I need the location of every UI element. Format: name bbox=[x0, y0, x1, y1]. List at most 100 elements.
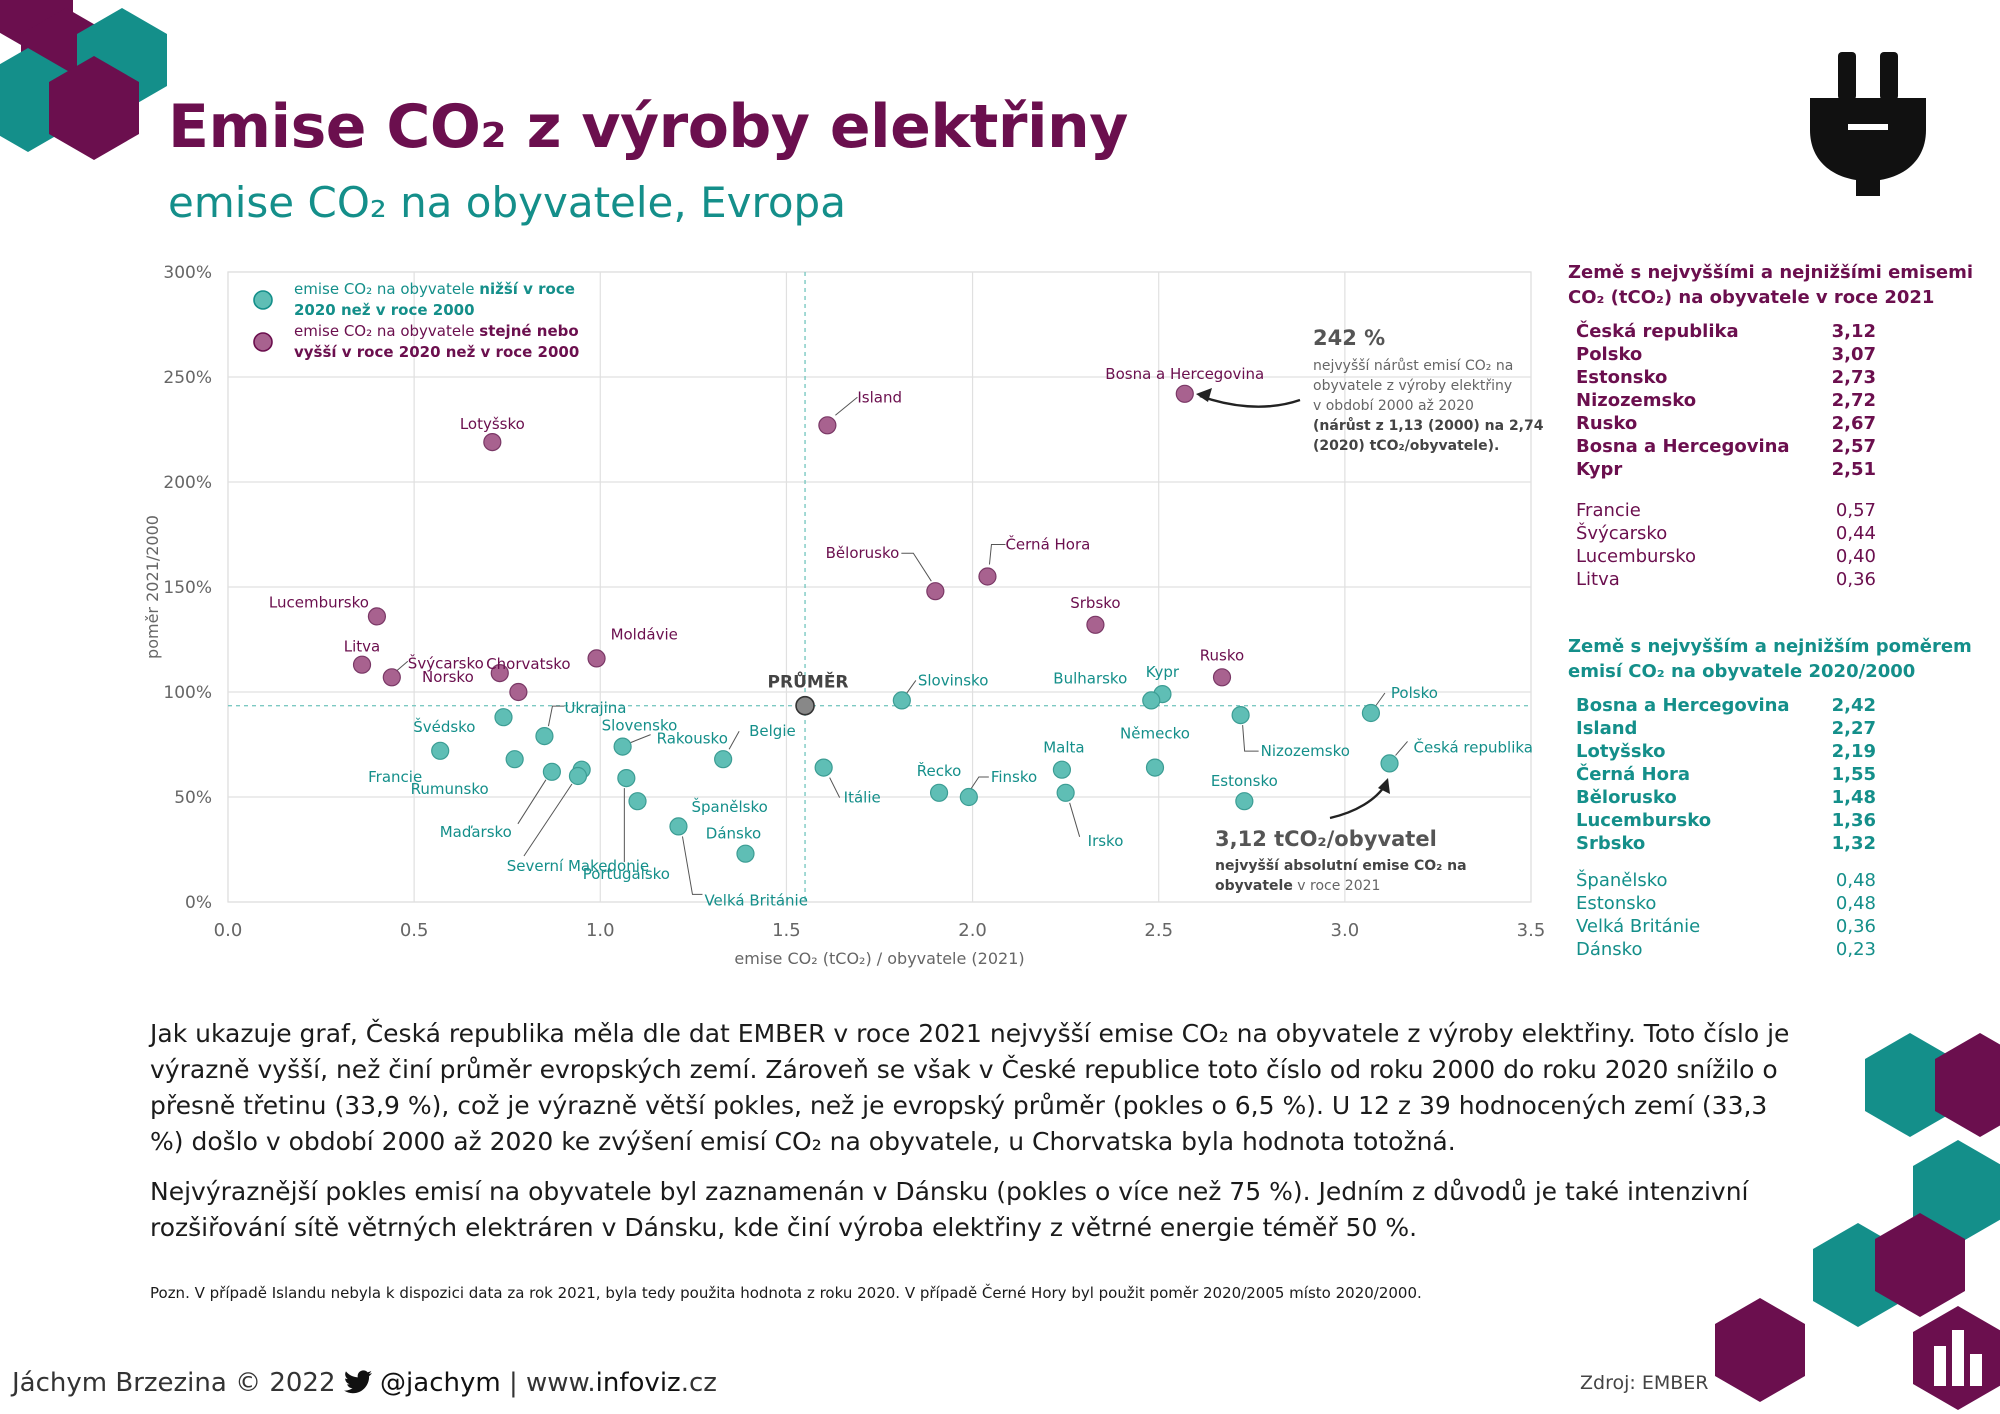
emissions-low-value: 0,57 bbox=[1835, 500, 1876, 521]
data-point bbox=[1056, 783, 1075, 802]
x-tick-label: 1.5 bbox=[772, 920, 801, 941]
side-panel-emissions: Země s nejvyššími a nejnižšími emisemi C… bbox=[1568, 260, 1973, 591]
y-tick-label: 300% bbox=[163, 263, 212, 283]
data-point-label: Litva bbox=[344, 638, 380, 656]
emissions-top-row: Polsko 3,07 bbox=[1576, 343, 1876, 366]
ratio-top-row: Černá Hora 1,55 bbox=[1576, 763, 1876, 786]
ratio-top-country: Bosna a Hercegovina bbox=[1576, 695, 1790, 716]
data-point bbox=[1361, 703, 1381, 723]
legend-text: emise CO₂ na obyvatele nižší v roce bbox=[294, 280, 575, 298]
data-point bbox=[1142, 691, 1161, 710]
ratio-top-row: Lotyšsko 2,19 bbox=[1576, 740, 1876, 763]
ratio-low-country: Velká Británie bbox=[1576, 916, 1701, 937]
ratio-heading-line2: emisí CO₂ na obyvatele 2020/2000 bbox=[1568, 661, 1916, 682]
ratio-top-row: Lucembursko 1,36 bbox=[1576, 809, 1876, 832]
data-point bbox=[959, 787, 978, 807]
data-point-label: Polsko bbox=[1391, 684, 1438, 702]
ratio-low-list: Španělsko 0,48 Estonsko 0,48 Velká Británie 0… bbox=[1568, 869, 1972, 961]
data-point bbox=[613, 737, 632, 756]
data-point bbox=[1235, 792, 1254, 811]
hexagon-decoration bbox=[1913, 1140, 2000, 1244]
ratio-top-value: 1,32 bbox=[1831, 833, 1876, 854]
data-point-label: Norsko bbox=[422, 668, 474, 686]
data-point-label: Rusko bbox=[1200, 646, 1244, 664]
ratio-top-country: Lucembursko bbox=[1576, 810, 1712, 831]
annotation-headline: 242 % bbox=[1313, 326, 1385, 350]
legend-text: 2020 než v roce 2000 bbox=[294, 301, 475, 319]
data-point-label: Bělorusko bbox=[826, 544, 900, 562]
label-leader-line bbox=[970, 776, 989, 790]
label-leader-line bbox=[728, 730, 740, 750]
ratio-low-row: Dánsko 0,23 bbox=[1576, 938, 1876, 961]
ratio-low-row: Velká Británie 0,36 bbox=[1576, 915, 1876, 938]
twitter-handle[interactable]: @jachym bbox=[380, 1368, 501, 1398]
average-point bbox=[795, 695, 815, 716]
annotation-arrowhead bbox=[1378, 778, 1390, 794]
data-point bbox=[669, 817, 688, 836]
y-tick-label: 100% bbox=[163, 683, 212, 703]
emissions-top-value: 2,67 bbox=[1831, 413, 1876, 434]
annotation-arrowhead bbox=[1196, 388, 1212, 402]
author-credit: Jáchym Brzezina © 2022 bbox=[12, 1368, 336, 1398]
x-axis-label: emise CO₂ (tCO₂) / obyvatele (2021) bbox=[734, 949, 1024, 968]
label-leader-line bbox=[901, 552, 932, 582]
emissions-low-country: Litva bbox=[1576, 569, 1620, 590]
data-point-label: Rakousko bbox=[657, 730, 728, 748]
data-point-label: Maďarsko bbox=[440, 823, 512, 841]
side-panel-ratio: Země s nejvyšším a nejnižším poměrem emi… bbox=[1568, 634, 1972, 961]
page-title: Emise CO₂ z výroby elektřiny bbox=[168, 92, 1128, 162]
website-link[interactable]: www.infoviz.cz bbox=[526, 1368, 717, 1398]
x-tick-label: 0.0 bbox=[214, 920, 243, 941]
ratio-top-value: 2,42 bbox=[1831, 695, 1876, 716]
data-point-label: Velká Británie bbox=[704, 891, 807, 909]
ratio-top-country: Island bbox=[1576, 718, 1638, 739]
plug-icon bbox=[1810, 52, 1926, 196]
ratio-top-country: Černá Hora bbox=[1576, 764, 1690, 785]
legend-text: vyšší v roce 2020 než v roce 2000 bbox=[294, 343, 579, 361]
data-point-label: Lotyšsko bbox=[460, 415, 525, 433]
emissions-low-list: Francie 0,57 Švýcarsko 0,44 Lucembursko 0,40 L… bbox=[1568, 499, 1973, 591]
data-point bbox=[1086, 615, 1105, 634]
ratio-low-country: Španělsko bbox=[1576, 870, 1668, 891]
page-subtitle: emise CO₂ na obyvatele, Evropa bbox=[168, 178, 846, 227]
y-tick-label: 250% bbox=[163, 368, 212, 388]
x-tick-label: 2.0 bbox=[958, 920, 987, 941]
data-point bbox=[1212, 668, 1232, 687]
data-point bbox=[352, 655, 372, 674]
ratio-low-row: Španělsko 0,48 bbox=[1576, 869, 1876, 892]
footer: Jáchym Brzezina © 2022 @jachym | www.inf… bbox=[12, 1368, 717, 1398]
data-point bbox=[818, 416, 837, 435]
emissions-top-country: Estonsko bbox=[1576, 367, 1668, 388]
emissions-low-country: Švýcarsko bbox=[1576, 523, 1668, 544]
label-leader-line bbox=[829, 777, 841, 798]
data-point-label: Bulharsko bbox=[1053, 669, 1127, 687]
emissions-heading-line1: Země s nejvyššími a nejnižšími emisemi bbox=[1568, 262, 1974, 283]
data-point-label: Srbsko bbox=[1070, 594, 1120, 612]
legend-marker bbox=[253, 332, 273, 352]
annotation-headline: 3,12 tCO₂/obyvatel bbox=[1215, 827, 1437, 851]
label-leader-line bbox=[1395, 741, 1408, 756]
legend-text: emise CO₂ na obyvatele stejné nebo bbox=[294, 322, 579, 340]
emissions-top-list: Česká republika 3,12 Polsko 3,07 Estonsko 2,7… bbox=[1568, 320, 1973, 481]
data-point-label: Slovensko bbox=[602, 717, 678, 735]
annotation-text: nejvyšší nárůst emisí CO₂ na bbox=[1313, 358, 1513, 374]
data-point-label: Belgie bbox=[749, 722, 796, 740]
emissions-low-row: Švýcarsko 0,44 bbox=[1576, 522, 1876, 545]
data-point bbox=[494, 708, 513, 727]
data-point-label: Dánsko bbox=[706, 825, 761, 843]
ratio-top-value: 2,19 bbox=[1831, 741, 1876, 762]
data-point bbox=[1145, 758, 1165, 777]
x-tick-label: 3.0 bbox=[1331, 920, 1360, 941]
footer-separator: | bbox=[508, 1368, 518, 1398]
label-leader-line bbox=[905, 680, 917, 695]
annotation-arrow bbox=[1329, 783, 1388, 820]
average-label: PRŮMĚR bbox=[768, 670, 849, 693]
annotation-text: obyvatele z výroby elektřiny bbox=[1313, 378, 1512, 394]
y-tick-label: 50% bbox=[174, 788, 212, 808]
data-point bbox=[926, 582, 945, 601]
data-point bbox=[892, 691, 911, 710]
data-point bbox=[814, 758, 833, 777]
hexagon-decoration bbox=[0, 0, 73, 49]
ratio-low-country: Estonsko bbox=[1576, 893, 1657, 914]
emissions-top-value: 2,57 bbox=[1831, 436, 1876, 457]
